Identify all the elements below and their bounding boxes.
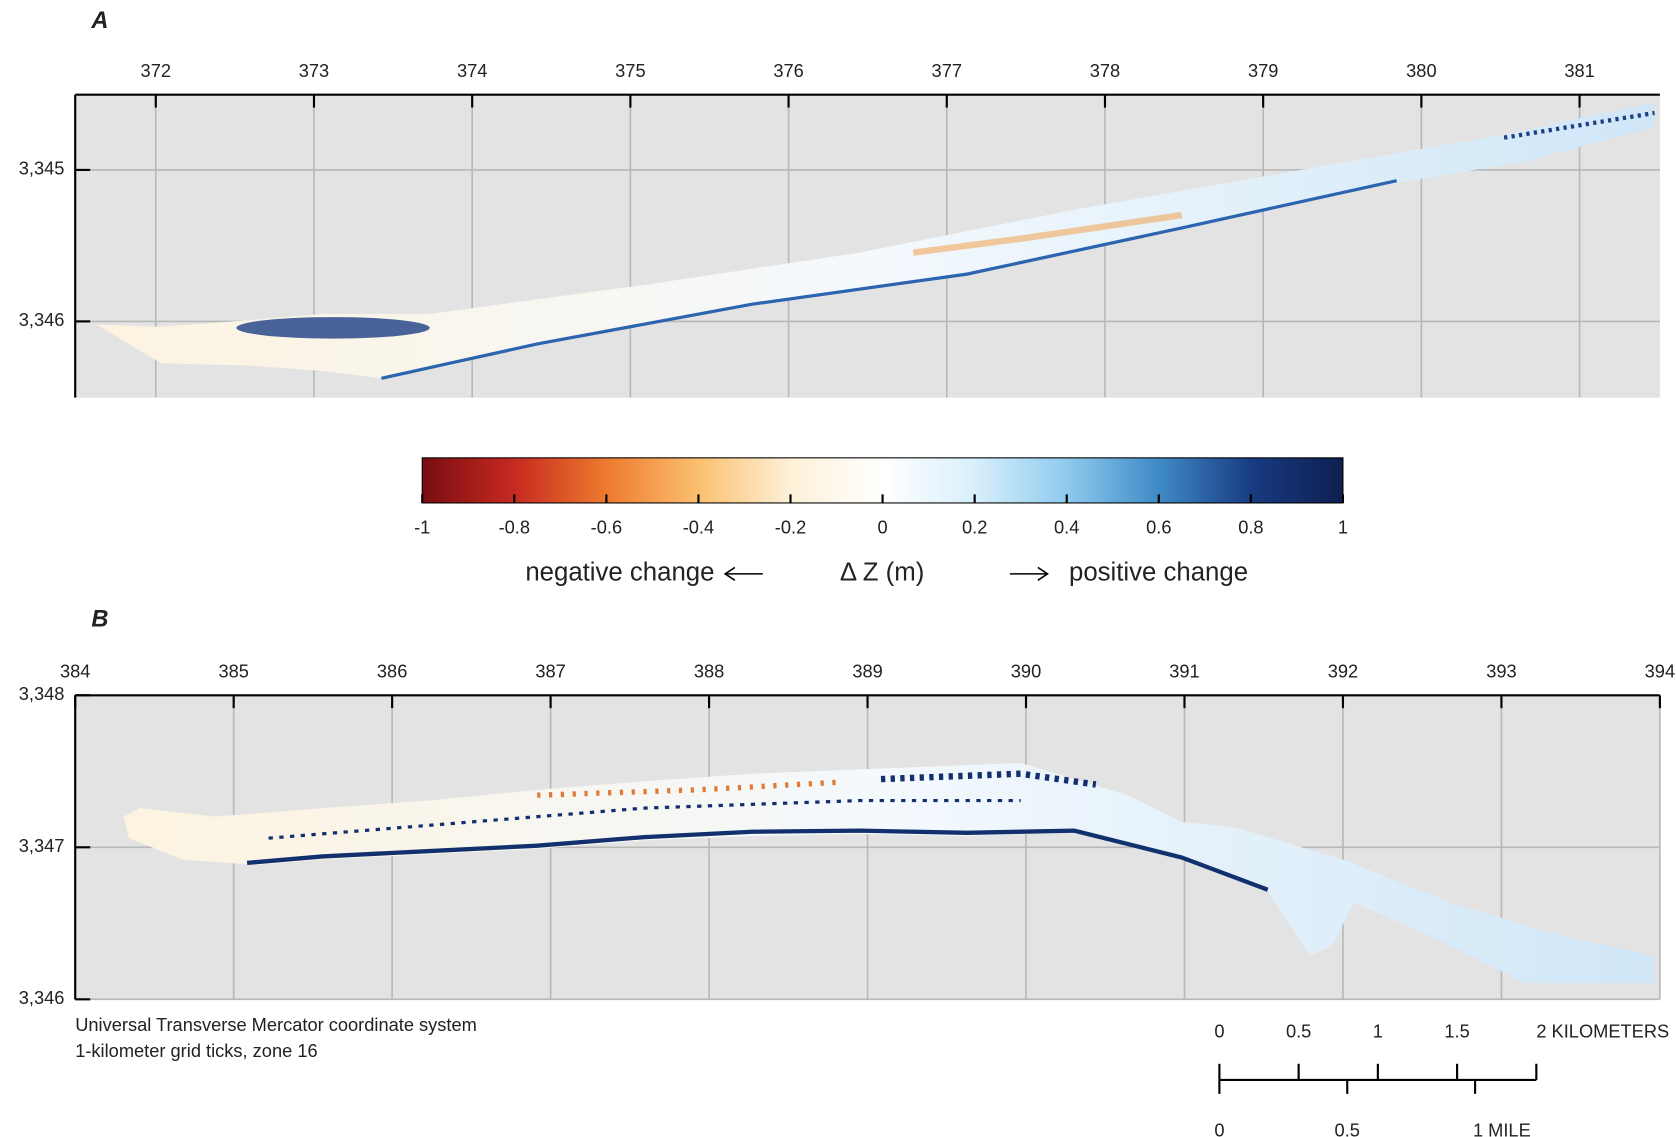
mile-label: 0: [1214, 1119, 1224, 1137]
colorbar-tick-label: 0: [878, 517, 888, 538]
x-tick-label: 394: [1645, 661, 1675, 682]
x-tick-label: 385: [218, 661, 248, 682]
change-patch: [1503, 110, 1655, 140]
colorbar-tick-label: -0.6: [591, 517, 622, 538]
km-label: 0.5: [1286, 1020, 1311, 1041]
change-patch: [912, 211, 1183, 256]
mile-label: 1 MILE: [1473, 1119, 1531, 1137]
x-tick-label: 379: [1248, 60, 1278, 81]
shoreline: [246, 828, 1269, 892]
shoreline: [381, 179, 1398, 380]
colorbar-tick-label: -1: [414, 517, 430, 538]
mile-label: 0.5: [1335, 1119, 1360, 1137]
change-patch: [236, 317, 430, 339]
x-tick-label: 384: [60, 661, 90, 682]
km-label: 1: [1373, 1020, 1383, 1041]
x-tick-label: 376: [773, 60, 803, 81]
x-tick-label: 386: [377, 661, 407, 682]
arrow-right-head: [1037, 566, 1049, 581]
x-tick-label: 375: [615, 60, 645, 81]
y-tick-label: 3,346: [19, 309, 65, 330]
footnote: Universal Transverse Mercator coordinate…: [75, 1014, 477, 1035]
x-tick-label: 393: [1486, 661, 1516, 682]
y-tick-label: 3,345: [19, 158, 65, 179]
x-tick-label: 372: [141, 60, 171, 81]
colorbar-tick-label: 1: [1338, 517, 1348, 538]
island-a: [96, 102, 1655, 379]
x-tick-label: 381: [1564, 60, 1594, 81]
colorbar-tick-label: -0.4: [683, 517, 714, 538]
colorbar-tick-label: 0.2: [962, 517, 987, 538]
arrow-left-head: [723, 566, 736, 581]
x-tick-label: 374: [457, 60, 487, 81]
footnote: 1-kilometer grid ticks, zone 16: [75, 1040, 317, 1061]
change-patch: [268, 798, 1021, 840]
panel-label: B: [91, 606, 108, 632]
y-tick-label: 3,348: [19, 683, 65, 704]
colorbar-tick-label: 0.8: [1238, 517, 1263, 538]
km-label: 1.5: [1444, 1020, 1469, 1041]
km-label: 2 KILOMETERS: [1536, 1020, 1669, 1041]
x-tick-label: 377: [932, 60, 962, 81]
colorbar-tick-label: -0.2: [775, 517, 806, 538]
x-tick-label: 373: [299, 60, 329, 81]
x-tick-label: 390: [1011, 661, 1041, 682]
legend-center: Δ Z (m): [840, 559, 924, 587]
x-tick-label: 387: [535, 661, 565, 682]
panel-label: A: [90, 8, 108, 34]
x-tick-label: 380: [1406, 60, 1436, 81]
x-tick-label: 388: [694, 661, 724, 682]
x-tick-label: 391: [1169, 661, 1199, 682]
km-label: 0: [1214, 1020, 1224, 1041]
legend-left: negative change: [525, 559, 714, 587]
x-tick-label: 392: [1328, 661, 1358, 682]
x-tick-label: 389: [852, 661, 882, 682]
colorbar-tick-label: 0.6: [1146, 517, 1171, 538]
colorbar-tick-label: -0.8: [499, 517, 530, 538]
y-tick-label: 3,346: [19, 987, 65, 1008]
colorbar-tick-label: 0.4: [1054, 517, 1079, 538]
x-tick-label: 378: [1090, 60, 1120, 81]
y-tick-label: 3,347: [19, 835, 65, 856]
legend-right: positive change: [1069, 559, 1248, 587]
